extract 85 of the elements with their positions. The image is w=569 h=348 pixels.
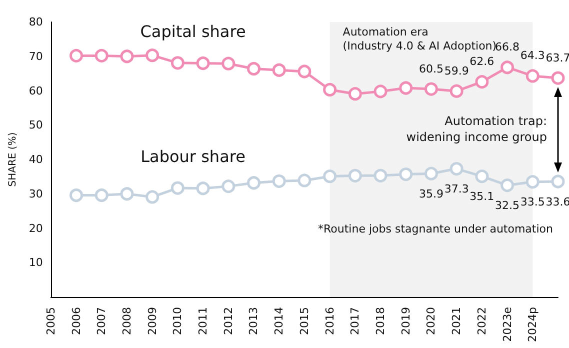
point [146,190,160,204]
x-tick-label: 2015 [298,307,311,335]
point [196,182,210,196]
x-tick-label: 2024p [526,306,540,342]
data-label: 62.6 [470,55,494,68]
point [120,187,134,201]
point [298,174,312,188]
point [323,82,337,96]
y-tick-label: 30 [28,187,43,200]
point [348,168,362,182]
x-tick-label: 2013 [247,307,260,335]
y-tick-label: 80 [28,16,43,28]
x-tick-label: 2016 [323,307,336,335]
y-tick-label: 20 [28,222,43,235]
point [222,56,236,70]
point [70,188,83,202]
data-label: 64.3 [520,49,545,62]
series-label: Labour share [140,146,246,166]
x-tick-label: 2005 [44,307,58,335]
x-tick-label: 2006 [70,307,83,335]
point [272,63,286,77]
point [526,175,540,189]
annotation: Automation trap: widening income group [406,114,547,144]
point [475,75,489,89]
x-tick-label: 2009 [146,307,159,335]
point [500,60,514,74]
data-label: 35.1 [470,190,494,204]
x-tick-label: 2011 [196,307,210,335]
point [374,168,388,182]
point [450,84,464,98]
data-label: 32.5 [495,199,520,212]
x-tick-label: 2023e [500,306,514,342]
point [120,50,134,64]
point [170,181,184,195]
y-tick-label: 40 [28,153,43,166]
point [551,71,565,85]
point [222,180,236,194]
x-tick-label: 2021 [450,307,464,335]
point [272,174,286,188]
data-label: 63.7 [546,51,569,64]
x-tick-label: 2019 [399,307,412,335]
series-label: Capital share [140,22,246,41]
point [94,48,108,62]
point [374,84,388,98]
point [424,166,438,180]
x-tick-label: 2007 [95,307,108,335]
band-label: Automation era (Industry 4.0 & AI Adoption) [342,26,497,52]
x-tick-label: 2017 [348,307,362,335]
annotation: *Routine jobs stagnante under automation [318,222,554,236]
point [526,69,540,83]
data-label: 35.9 [418,187,444,200]
point [70,48,83,62]
point [94,188,108,202]
data-label: 37.3 [444,182,469,196]
y-tick-label: 60 [28,84,43,98]
point [424,82,438,96]
point [500,178,514,192]
point [247,62,260,76]
x-tick-label: 2020 [424,307,438,335]
x-tick-label: 2012 [222,307,235,335]
point [348,87,362,101]
x-tick-label: 2010 [171,307,184,335]
point [196,56,210,70]
point [551,174,565,188]
point [475,170,489,184]
point [399,81,413,95]
data-label: 60.5 [418,62,444,76]
point [323,170,337,184]
y-tick-label: 10 [28,256,43,270]
data-label: 59.9 [444,64,469,78]
y-tick-label: 70 [28,50,43,63]
y-tick-label: 50 [28,118,43,132]
point [450,162,464,176]
x-tick-label: 2018 [374,307,388,335]
point [170,56,184,70]
point [298,64,312,78]
data-label: 66.8 [495,40,520,54]
x-tick-label: 2008 [120,307,134,335]
y-axis-title: SHARE (%) [8,132,18,187]
data-label: 33.5 [520,196,545,209]
point [399,168,413,182]
point [247,176,260,190]
point [146,48,160,62]
x-tick-label: 2022 [475,307,488,335]
x-tick-label: 2014 [272,307,286,335]
